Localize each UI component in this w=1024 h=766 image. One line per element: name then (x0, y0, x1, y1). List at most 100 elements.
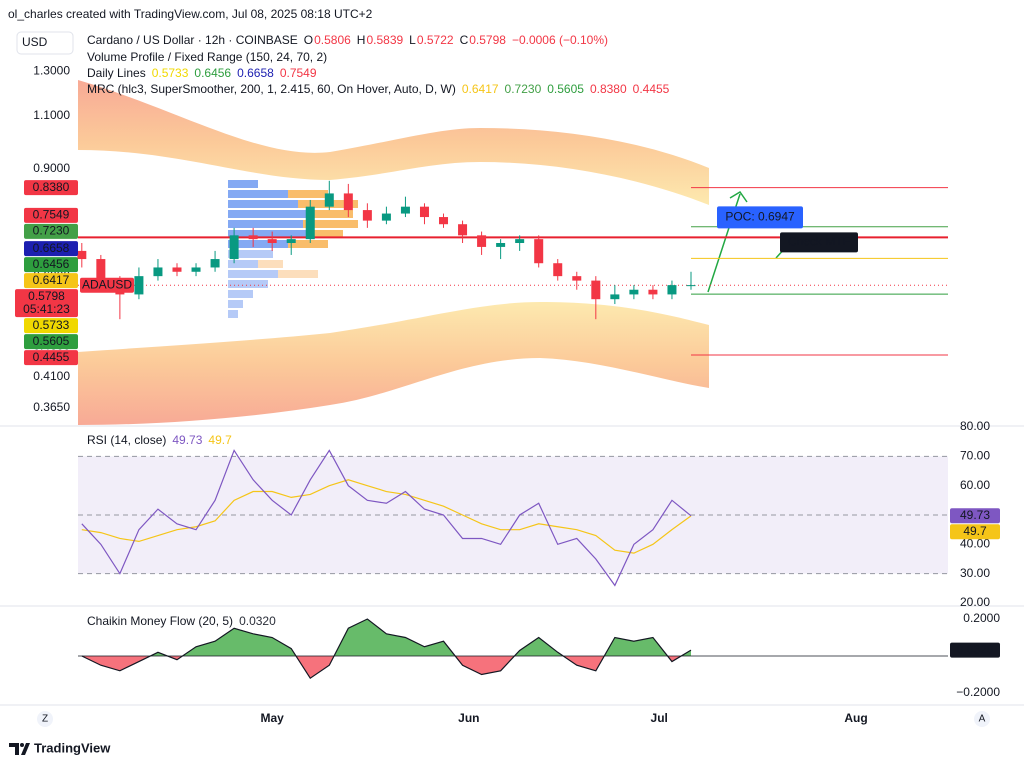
vp-row (228, 210, 308, 218)
currency-button[interactable] (16, 31, 74, 55)
price-badge (24, 318, 78, 334)
legend-row: MRC (hlc3, SuperSmoother, 200, 1, 2.415,… (87, 82, 670, 96)
legend-row: Chaikin Money Flow (20, 5) 0.0320 (87, 614, 276, 628)
candle-body (248, 235, 258, 240)
price-badge (24, 350, 78, 366)
vp-row (228, 310, 238, 318)
value-badge (950, 508, 1000, 524)
y-tick-label: −0.2000 (956, 685, 1000, 699)
candle-body (210, 259, 220, 268)
price-badge (24, 223, 78, 239)
candle-body (343, 193, 353, 211)
vp-row (228, 300, 243, 308)
price-badge-label: 05:41:23 (23, 302, 70, 316)
legend-row: Volume Profile / Fixed Range (150, 24, 7… (87, 50, 327, 64)
rsi-line (81, 449, 692, 587)
legend-row: RSI (14, close) 49.73 49.7 (87, 433, 232, 447)
y-tick-label: 70.00 (960, 449, 990, 463)
y-tick-label: 20.00 (960, 595, 990, 609)
indicator-name: Volume Profile / Fixed Range (150, 24, 7… (87, 50, 327, 64)
price-badge-label: 0.7549 (33, 208, 70, 222)
price-badge-label: 0.5798 (28, 289, 65, 303)
vp-row (303, 220, 358, 228)
indicator-value: 0.7549 (280, 66, 317, 80)
indicator-name: RSI (14, close) (87, 433, 166, 447)
branding-logo (20, 743, 24, 747)
y-tick-label: 60.00 (960, 478, 990, 492)
y-tick-label: 0.3650 (33, 400, 70, 414)
vp-row (228, 260, 258, 268)
price-badge-label: 0.5733 (33, 318, 70, 332)
indicator-value: 0.7230 (505, 82, 542, 96)
volume-profile (228, 180, 358, 318)
ohlc-value: 0.5798 (469, 33, 506, 47)
axis-button-label: Z (42, 714, 48, 725)
y-tick-label: 0.2000 (963, 611, 1000, 625)
candle-body (362, 210, 372, 221)
candle-body (381, 213, 391, 221)
axis-button[interactable] (37, 711, 53, 727)
indicator-value: 0.6417 (462, 82, 499, 96)
ohlc-label: L (409, 33, 416, 47)
vp-row (228, 200, 298, 208)
ohlc-value: 0.5839 (366, 33, 403, 47)
x-tick-label: Aug (844, 711, 867, 725)
candle-body (553, 263, 563, 277)
candle-body (496, 243, 506, 247)
indicator-value: 0.8380 (590, 82, 627, 96)
indicator-value: 0.5605 (547, 82, 584, 96)
candle-body (686, 285, 696, 287)
vp-row (228, 220, 303, 228)
vp-row (258, 260, 283, 268)
candle-body (610, 294, 620, 300)
x-tick-label: Jul (651, 711, 668, 725)
axis-button[interactable] (974, 711, 990, 727)
vp-row (313, 230, 343, 238)
vp-row (308, 210, 353, 218)
price-badge (24, 207, 78, 223)
price-badge-label: 0.4455 (33, 350, 70, 364)
y-tick-label: 0.4100 (33, 369, 70, 383)
mrc-lower-band (78, 302, 709, 425)
x-tick-label: Jun (458, 711, 479, 725)
candle-body (477, 235, 487, 247)
currency-label: USD (22, 35, 48, 49)
y-tick-label: 0.9000 (33, 161, 70, 175)
rsi-line (81, 479, 692, 554)
vp-row (228, 280, 268, 288)
cmf-area-negative (81, 656, 691, 679)
price-badge-label: 0.7230 (33, 224, 70, 238)
legend-row: Daily Lines 0.5733 0.6456 0.6658 0.7549 (87, 66, 317, 80)
candle-body (77, 250, 87, 260)
indicator-name: Chaikin Money Flow (20, 5) (87, 614, 233, 628)
candle-body (153, 267, 163, 277)
vp-row (228, 250, 273, 258)
value-badge (950, 642, 1000, 658)
cmf-line (81, 618, 692, 680)
indicator-name: MRC (hlc3, SuperSmoother, 200, 1, 2.415,… (87, 82, 456, 96)
candle-body (439, 217, 449, 225)
candle-body (134, 276, 144, 295)
x-tick-label: May (261, 711, 285, 725)
symbol-badge (80, 277, 134, 293)
price-badge (24, 334, 78, 350)
branding-logo (9, 743, 30, 755)
candle-body (324, 193, 334, 207)
ohlc-value: 0.5806 (314, 33, 351, 47)
poc-label: POC: 0.6947 (725, 210, 795, 224)
candle-body (648, 289, 658, 295)
ohlc-value: 0.5722 (417, 33, 454, 47)
y-tick-label: 40.00 (960, 537, 990, 551)
price-badge-label: 0.6417 (33, 273, 70, 287)
vp-row (228, 290, 253, 298)
credit: ol_charles created with TradingView.com,… (8, 7, 373, 21)
candle-body (267, 239, 277, 244)
candle-body (629, 289, 639, 295)
legend-row: Cardano / US Dollar · 12h · COINBASE O0.5… (87, 33, 608, 47)
ohlc-label: C (460, 33, 469, 47)
candle-body (591, 280, 601, 300)
annotation-box (780, 232, 858, 253)
indicator-value: 0.0320 (239, 614, 276, 628)
